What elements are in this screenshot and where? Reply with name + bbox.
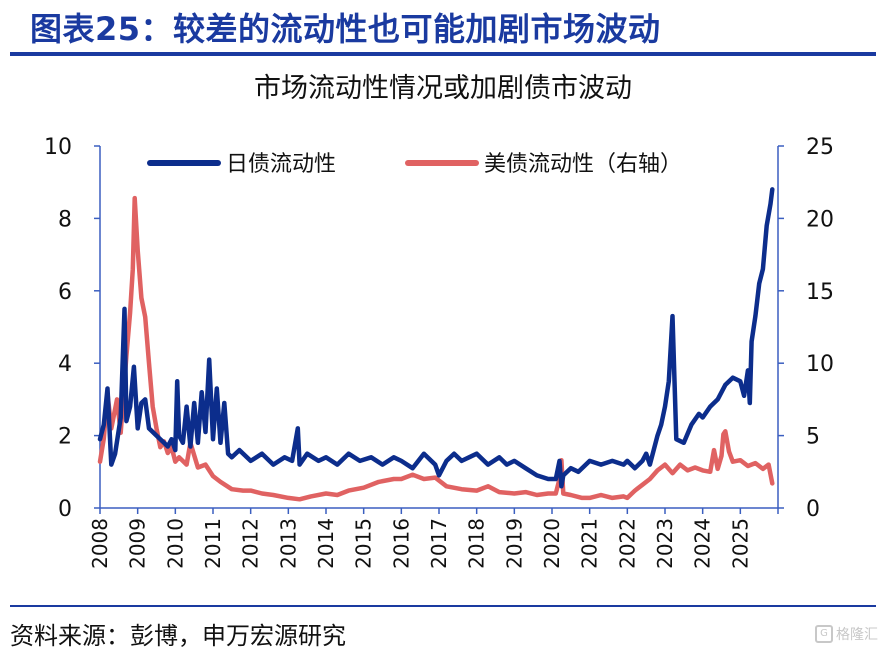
title-rule — [10, 52, 876, 56]
x-tick-label: 2013 — [276, 518, 300, 569]
legend: 日债流动性 美债流动性（右轴） — [147, 152, 682, 177]
x-tick-label: 2023 — [653, 518, 677, 569]
watermark-text: 格隆汇 — [836, 627, 878, 643]
left-tick-label: 8 — [58, 207, 72, 232]
right-tick-label: 0 — [806, 497, 820, 522]
bottom-rule — [10, 605, 876, 607]
x-tick-label: 2017 — [427, 518, 451, 569]
left-tick-label: 2 — [58, 425, 72, 450]
x-tick-label: 2018 — [465, 518, 489, 569]
right-tick-label: 10 — [806, 352, 834, 377]
x-tick-label: 2015 — [352, 518, 376, 569]
legend-label: 美债流动性（右轴） — [484, 152, 682, 177]
x-tick-label: 2008 — [88, 518, 112, 569]
series-japan — [97, 187, 775, 489]
right-tick-label: 20 — [806, 207, 834, 232]
right-tick-label: 15 — [806, 280, 834, 305]
watermark-logo-icon: G — [815, 625, 833, 643]
x-tick-label: 2021 — [578, 518, 602, 569]
left-tick-label: 10 — [44, 135, 72, 160]
source-note: 资料来源：彭博，申万宏源研究 — [10, 622, 346, 650]
left-tick-label: 6 — [58, 280, 72, 305]
x-tick-label: 2019 — [502, 518, 526, 569]
left-tick-label: 0 — [58, 497, 72, 522]
x-tick-label: 2022 — [615, 518, 639, 569]
chart-title: 市场流动性情况或加剧债市波动 — [254, 73, 632, 104]
x-tick-label: 2011 — [201, 518, 225, 569]
x-tick-label: 2014 — [314, 518, 338, 569]
x-tick-label: 2009 — [126, 518, 150, 569]
watermark: G 格隆汇 — [815, 624, 878, 644]
figure-title: 图表25：较差的流动性也可能加剧市场波动 — [30, 10, 661, 48]
x-tick-label: 2024 — [691, 518, 715, 569]
legend-label: 日债流动性 — [226, 152, 336, 177]
series-us — [97, 195, 775, 502]
x-tick-label: 2025 — [728, 518, 752, 569]
x-tick-label: 2016 — [389, 518, 413, 569]
x-tick-label: 2010 — [163, 518, 187, 569]
right-tick-label: 5 — [806, 425, 820, 450]
series-line — [97, 187, 775, 489]
series-line — [97, 195, 775, 502]
left-tick-label: 4 — [58, 352, 72, 377]
right-tick-label: 25 — [806, 135, 834, 160]
x-tick-label: 2020 — [540, 518, 564, 569]
x-tick-label: 2012 — [239, 518, 263, 569]
